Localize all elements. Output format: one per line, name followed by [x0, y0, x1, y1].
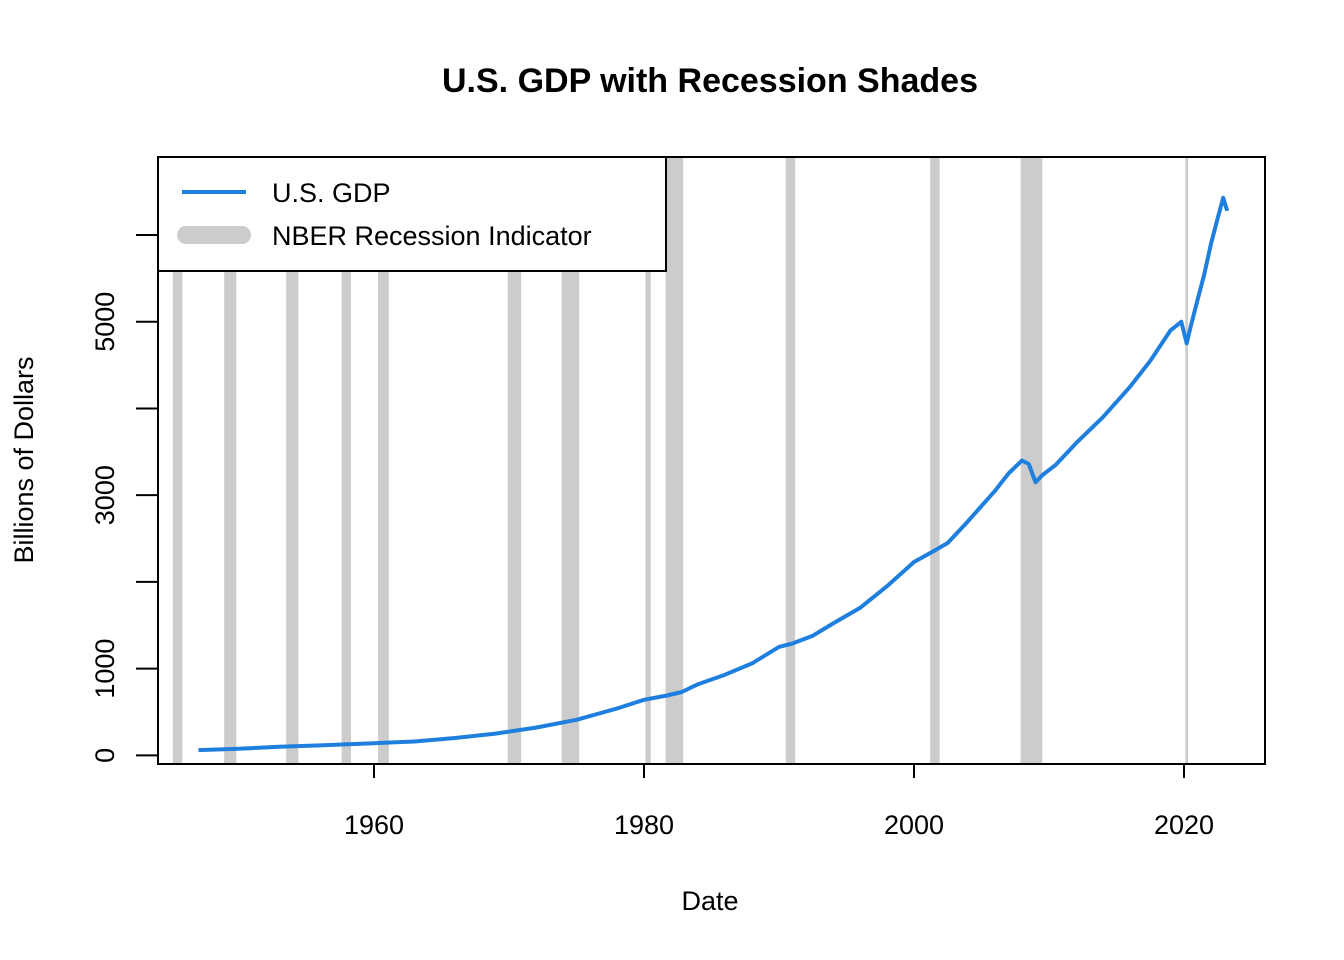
recession-shade-1 — [224, 157, 237, 764]
x-tick-label: 1980 — [614, 810, 674, 840]
y-tick-label: 5000 — [90, 292, 120, 352]
legend: U.S. GDP NBER Recession Indicator — [157, 156, 667, 272]
recession-shade-11 — [1020, 157, 1043, 764]
plot-frame — [157, 156, 1266, 765]
recession-shade-4 — [378, 157, 389, 764]
legend-box — [157, 156, 667, 272]
x-axis: 1960 1980 2000 2020 — [344, 764, 1214, 840]
legend-recession-label: NBER Recession Indicator — [272, 221, 592, 251]
recession-shade-9 — [785, 157, 796, 764]
recession-shades — [172, 157, 1189, 764]
y-tick-label: 1000 — [90, 639, 120, 699]
x-tick-label: 1960 — [344, 810, 404, 840]
chart-title: U.S. GDP with Recession Shades — [442, 62, 978, 100]
recession-shade-3 — [341, 157, 352, 764]
recession-shade-5 — [507, 157, 522, 764]
recession-shade-10 — [930, 157, 940, 764]
recession-shade-2 — [286, 157, 299, 764]
recession-shade-8 — [665, 157, 684, 764]
recession-shade-6 — [561, 157, 580, 764]
gdp-line-layer — [198, 195, 1230, 753]
y-tick-label: 0 — [90, 748, 120, 763]
recession-shade-0 — [172, 157, 183, 764]
x-tick-label: 2020 — [1154, 810, 1214, 840]
legend-gdp-label: U.S. GDP — [272, 178, 391, 208]
y-axis-label: Billions of Dollars — [9, 356, 39, 563]
recession-shade-12 — [1185, 157, 1189, 764]
y-axis: 0 1000 3000 5000 — [90, 234, 158, 763]
gdp-line — [198, 195, 1230, 753]
x-axis-label: Date — [681, 886, 738, 916]
recession-shade-7 — [645, 157, 651, 764]
y-tick-label: 3000 — [90, 465, 120, 525]
x-tick-label: 2000 — [884, 810, 944, 840]
